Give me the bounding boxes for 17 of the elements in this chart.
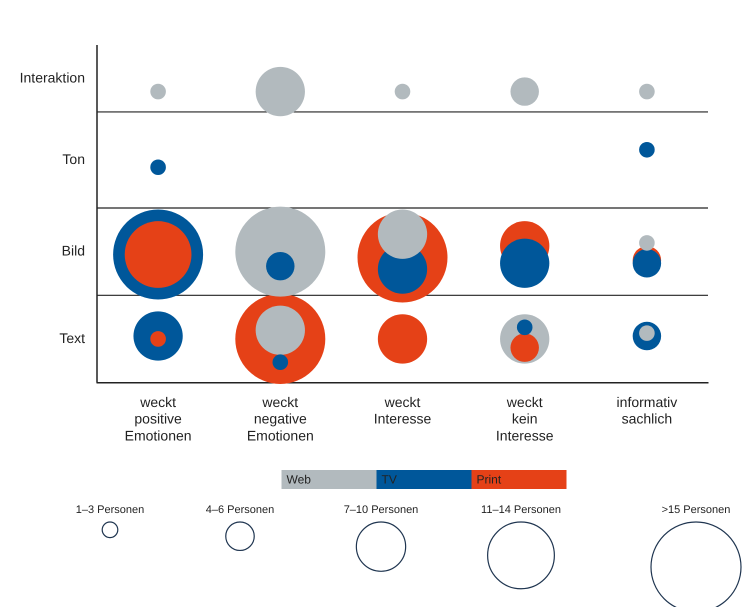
x-tick-label: weckt kein Interesse xyxy=(496,394,554,444)
legend-label: 7–10 Personen xyxy=(344,504,418,516)
legend-label: >15 Personen xyxy=(662,504,730,516)
x-tick-label: weckt Interesse xyxy=(374,394,432,427)
text: Web xyxy=(286,472,312,486)
legend-label: 1–3 Personen xyxy=(76,504,144,516)
text: TV xyxy=(382,472,397,486)
x-tick-label: weckt negative Emotionen xyxy=(246,394,314,444)
text: Ton xyxy=(62,150,85,167)
x-tick-label: informativ sachlich xyxy=(616,394,678,427)
text: Bild xyxy=(62,242,85,258)
text: Interaktion xyxy=(20,69,85,86)
text: Print xyxy=(476,472,502,486)
legend-label: 11–14 Personen xyxy=(481,504,561,516)
text: Text xyxy=(59,330,86,346)
x-tick-label: weckt positive Emotionen xyxy=(124,394,192,444)
legend-label: 4–6 Personen xyxy=(206,504,274,516)
